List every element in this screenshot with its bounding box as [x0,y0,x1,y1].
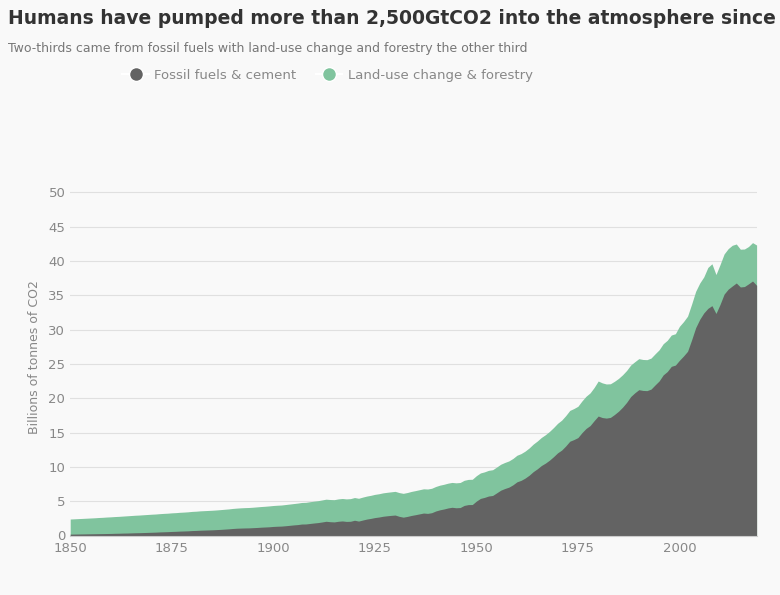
Text: Two-thirds came from fossil fuels with land-use change and forestry the other th: Two-thirds came from fossil fuels with l… [8,42,527,55]
Y-axis label: Billions of tonnes of CO2: Billions of tonnes of CO2 [28,280,41,434]
Text: Humans have pumped more than 2,500GtCO2 into the atmosphere since 1850: Humans have pumped more than 2,500GtCO2 … [8,9,780,28]
Legend: Fossil fuels & cement, Land-use change & forestry: Fossil fuels & cement, Land-use change &… [122,69,533,82]
